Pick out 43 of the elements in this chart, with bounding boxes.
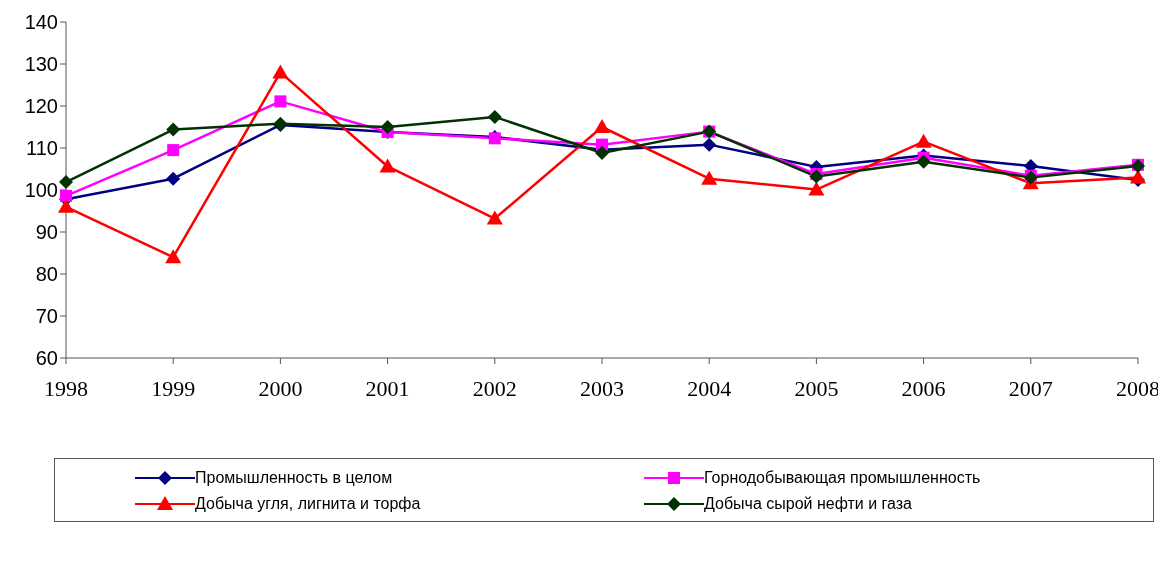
y-tick-label: 70 [35,305,58,328]
y-tick-label: 60 [35,347,58,370]
point [167,144,180,157]
y-tick-label: 140 [24,11,58,34]
x-tick-label: 1999 [151,375,196,401]
legend-label: Горнодобывающая промышленность [704,469,981,487]
legend-label: Добыча угля, лигнита и торфа [195,495,421,513]
point [165,249,182,264]
point [379,158,396,173]
x-tick-label: 1998 [44,375,88,401]
point [594,119,610,133]
point [701,170,718,185]
x-tick-label: 2007 [1008,375,1053,401]
point [915,133,932,148]
x-tick-label: 2001 [365,375,410,401]
x-tick-label: 2000 [258,375,303,401]
y-tick-label: 120 [24,95,58,118]
point [487,109,502,124]
y-tick-label: 100 [24,179,58,202]
point [60,189,72,202]
point [380,120,395,134]
legend-label: Промышленность в целом [195,469,393,487]
legend-label: Добыча сырой нефти и газа [704,495,913,513]
point [166,171,181,186]
point [916,154,931,169]
y-tick-label: 130 [24,53,58,76]
point [272,64,289,79]
x-tick-label: 2006 [901,375,946,401]
point [59,175,73,190]
x-tick-label: 2004 [687,375,732,401]
point [808,181,825,196]
point [702,137,717,152]
x-tick-label: 2002 [472,375,517,401]
point [274,95,287,108]
y-tick-label: 80 [35,263,58,286]
x-tick-label: 2005 [794,375,839,401]
y-tick-label: 110 [26,137,58,160]
point [595,146,609,161]
y-tick-label: 90 [35,221,58,244]
x-tick-label: 2003 [580,375,624,401]
point [58,198,74,213]
point [486,210,503,225]
point [166,122,181,137]
